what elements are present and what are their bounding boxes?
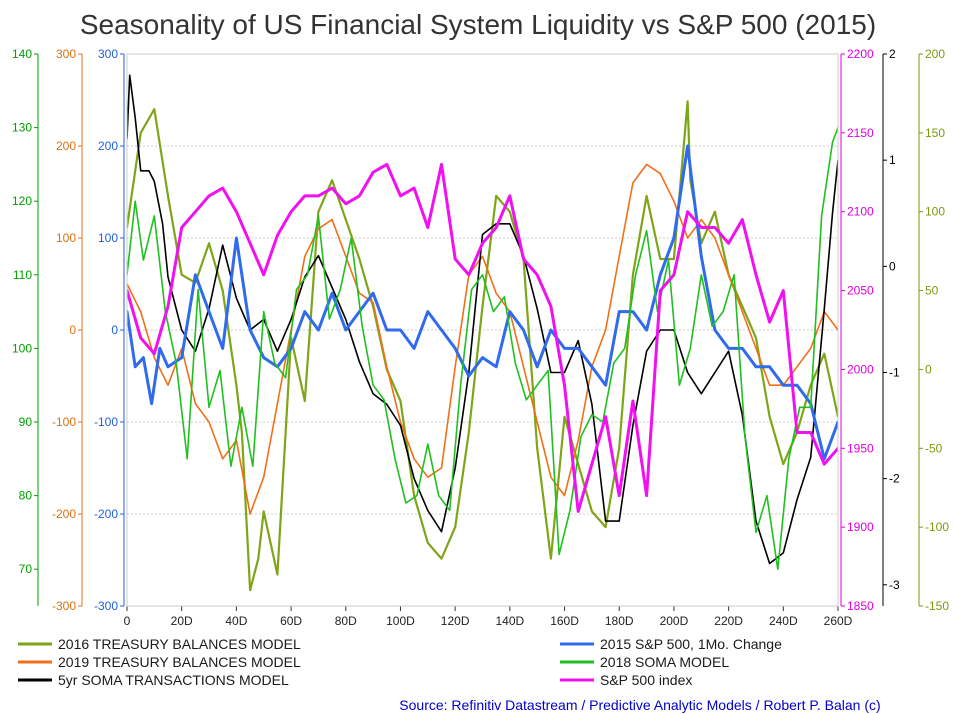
y-tick-label: 0 — [69, 323, 76, 337]
legend-entry: 2015 S&P 500, 1Mo. Change — [560, 636, 782, 652]
x-tick-label: 220D — [714, 614, 743, 628]
y-tick-label: 0 — [889, 259, 896, 273]
legend-entry: S&P 500 index — [560, 672, 692, 688]
y-tick-label: 130 — [12, 121, 32, 135]
x-tick-label: 80D — [335, 614, 357, 628]
y-axis-black-right: -3 -2 -1 0 1 2 — [882, 47, 900, 606]
y-tick-label: 100 — [98, 231, 118, 245]
series-line — [127, 126, 838, 571]
y-tick-label: 300 — [98, 47, 118, 61]
y-tick-label: 1950 — [847, 441, 874, 455]
legend-entry: 2018 SOMA MODEL — [560, 654, 729, 670]
y-tick-label: 110 — [13, 268, 32, 282]
y-axis-olive-right: -150 -100 -50 0 50 100 150 200 — [918, 47, 949, 613]
y-tick-label: 2050 — [847, 284, 874, 298]
y-axis-orange-left: -300 -200 -100 0 100 200 300 — [52, 47, 83, 613]
grid — [127, 145, 838, 515]
y-tick-label: -100 — [52, 415, 76, 429]
y-tick-label: 0 — [111, 323, 118, 337]
y-tick-label: 1850 — [847, 599, 874, 613]
y-tick-label: 100 — [925, 205, 945, 219]
y-tick-label: 200 — [98, 139, 118, 153]
legend-label: 2018 SOMA MODEL — [600, 654, 729, 670]
series-line — [127, 162, 838, 513]
x-tick-label: 0 — [124, 614, 131, 628]
y-tick-label: 120 — [12, 194, 32, 208]
y-tick-label: 90 — [19, 415, 33, 429]
y-tick-label: 200 — [925, 47, 945, 61]
x-tick-label: 240D — [769, 614, 798, 628]
y-tick-label: -1 — [889, 365, 900, 379]
series-line — [127, 100, 838, 592]
legend-label: S&P 500 index — [600, 672, 692, 688]
y-tick-label: 80 — [19, 489, 33, 503]
y-axis-blue-left: -300 -200 -100 0 100 200 300 — [94, 47, 125, 613]
series-line — [127, 144, 838, 461]
y-tick-label: -300 — [52, 599, 76, 613]
y-tick-label: -2 — [889, 472, 900, 486]
y-tick-label: 1 — [889, 153, 896, 167]
source-note: Source: Refinitiv Datastream / Predictiv… — [399, 697, 880, 713]
legend-entry: 5yr SOMA TRANSACTIONS MODEL — [18, 672, 289, 688]
y-tick-label: 200 — [56, 139, 76, 153]
y-axis-green-left: 70 80 90 100 110 120 130 140 — [12, 47, 39, 606]
y-tick-label: 0 — [925, 362, 932, 376]
y-tick-label: -100 — [94, 415, 118, 429]
series-line — [127, 74, 838, 565]
x-tick-label: 140D — [496, 614, 525, 628]
y-tick-label: 150 — [925, 126, 945, 140]
y-tick-label: 2100 — [847, 205, 874, 219]
x-tick-label: 260D — [824, 614, 853, 628]
x-tick-label: 60D — [280, 614, 302, 628]
y-tick-label: 1900 — [847, 520, 874, 534]
legend-entry: 2019 TREASURY BALANCES MODEL — [18, 654, 301, 670]
y-tick-label: 100 — [12, 341, 32, 355]
legend-entry: 2016 TREASURY BALANCES MODEL — [18, 636, 301, 652]
y-tick-label: -200 — [94, 507, 118, 521]
y-tick-label: 50 — [925, 284, 939, 298]
y-tick-label: 2 — [889, 47, 896, 61]
y-tick-label: 2150 — [847, 126, 874, 140]
legend-label: 2016 TREASURY BALANCES MODEL — [58, 636, 301, 652]
y-tick-label: 140 — [12, 47, 32, 61]
axes: 0 20D 40D 60D 80D 100D 120D 140D 160D 180D 200D 220… — [12, 47, 949, 628]
y-axis-magenta-right: 1850 1900 1950 2000 2050 2100 2150 2200 — [840, 47, 874, 613]
plot-area — [127, 74, 838, 592]
legend-label: 2019 TREASURY BALANCES MODEL — [58, 654, 301, 670]
x-tick-label: 20D — [171, 614, 193, 628]
legend-label: 5yr SOMA TRANSACTIONS MODEL — [58, 672, 289, 688]
legend-label: 2015 S&P 500, 1Mo. Change — [600, 636, 782, 652]
y-tick-label: -300 — [94, 599, 118, 613]
y-tick-label: 70 — [19, 562, 33, 576]
y-tick-label: 2200 — [847, 47, 874, 61]
plot-frame — [126, 53, 839, 607]
x-tick-label: 160D — [550, 614, 579, 628]
series-layer — [127, 74, 838, 592]
x-tick-label: 200D — [660, 614, 689, 628]
x-tick-label: 180D — [605, 614, 634, 628]
y-tick-label: -150 — [925, 599, 949, 613]
chart-title: Seasonality of US Financial System Liqui… — [80, 9, 876, 40]
y-tick-label: 2000 — [847, 362, 874, 376]
y-tick-label: 100 — [56, 231, 76, 245]
y-tick-label: -100 — [925, 520, 949, 534]
legend: 2016 TREASURY BALANCES MODEL 2019 TREASUR… — [18, 636, 782, 688]
x-tick-label: 100D — [386, 614, 415, 628]
x-tick-label: 120D — [441, 614, 470, 628]
series-line — [127, 163, 838, 515]
y-tick-label: -3 — [889, 578, 900, 592]
y-tick-label: 300 — [56, 47, 76, 61]
x-tick-label: 40D — [225, 614, 247, 628]
y-tick-label: -50 — [925, 441, 943, 455]
y-tick-label: -200 — [52, 507, 76, 521]
